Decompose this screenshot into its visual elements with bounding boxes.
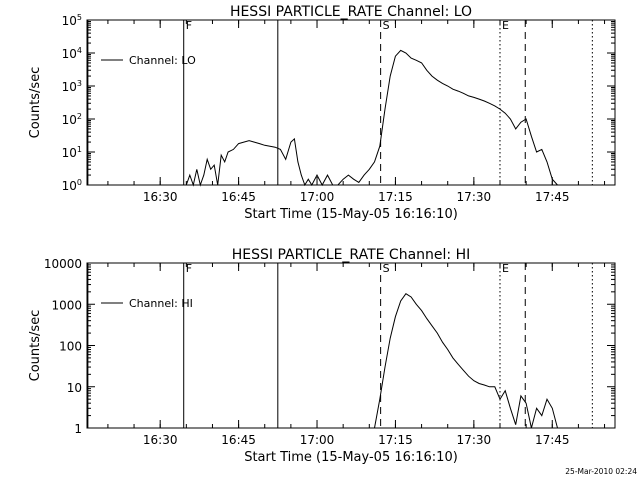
chart-2-series-line bbox=[374, 293, 558, 429]
chart-2-x-tick-label: 16:30 bbox=[143, 433, 178, 447]
chart-2-x-tick-label: 17:15 bbox=[378, 433, 413, 447]
chart-1-marker-label: F bbox=[186, 19, 192, 32]
chart-2-y-tick-label: 1 bbox=[74, 422, 82, 436]
chart-2-title: HESSI PARTICLE_RATE Channel: HI bbox=[232, 247, 470, 263]
chart-2-y-axis-label: Counts/sec bbox=[28, 310, 43, 382]
chart-2-x-tick-label: 16:45 bbox=[221, 433, 256, 447]
chart-1-y-tick-label: 101 bbox=[62, 145, 82, 160]
chart-1-marker-label: S bbox=[383, 19, 390, 32]
chart-2-x-tick-label: 17:45 bbox=[535, 433, 570, 447]
chart-2-y-tick-label: 100 bbox=[59, 340, 82, 354]
chart-1-series-line bbox=[185, 49, 558, 187]
chart-1-title: HESSI PARTICLE_RATE Channel: LO bbox=[230, 4, 472, 20]
chart-1-x-tick-label: 17:15 bbox=[378, 190, 413, 204]
chart-2-x-tick-label: 17:30 bbox=[457, 433, 492, 447]
chart-1-x-tick-label: 17:30 bbox=[457, 190, 492, 204]
chart-2-x-tick-label: 17:00 bbox=[300, 433, 335, 447]
chart-1-y-tick-label: 105 bbox=[62, 13, 82, 28]
chart-2-legend-label: Channel: HI bbox=[129, 297, 193, 310]
chart-2-marker-label: S bbox=[383, 262, 390, 275]
chart-1-y-tick-label: 104 bbox=[62, 46, 82, 61]
timestamp-label: 25-Mar-2010 02:24 bbox=[565, 467, 637, 476]
chart-2-y-tick-label: 10 bbox=[67, 381, 82, 395]
chart-2-marker-label: F bbox=[186, 262, 192, 275]
chart-1-x-axis-label: Start Time (15-May-05 16:16:10) bbox=[244, 207, 458, 222]
chart-1-y-tick-label: 102 bbox=[62, 112, 82, 127]
chart-1-y-tick-label: 100 bbox=[62, 178, 82, 193]
chart-1-plot-frame bbox=[86, 19, 616, 186]
chart-2-marker-label: E bbox=[502, 262, 509, 275]
chart-2-y-tick-label: 1000 bbox=[51, 298, 82, 312]
chart-1-x-tick-label: 17:00 bbox=[300, 190, 335, 204]
chart-2-x-axis-label: Start Time (15-May-05 16:16:10) bbox=[244, 450, 458, 465]
chart-1-x-tick-label: 16:45 bbox=[221, 190, 256, 204]
chart-1-y-axis-label: Counts/sec bbox=[28, 67, 43, 139]
chart-1-legend-label: Channel: LO bbox=[129, 54, 196, 67]
chart-1-x-tick-label: 17:45 bbox=[535, 190, 570, 204]
chart-2-y-tick-label: 10000 bbox=[44, 257, 82, 271]
chart-1-y-tick-label: 103 bbox=[62, 79, 82, 94]
chart-1-x-tick-label: 16:30 bbox=[143, 190, 178, 204]
chart-1-marker-label: E bbox=[502, 19, 509, 32]
